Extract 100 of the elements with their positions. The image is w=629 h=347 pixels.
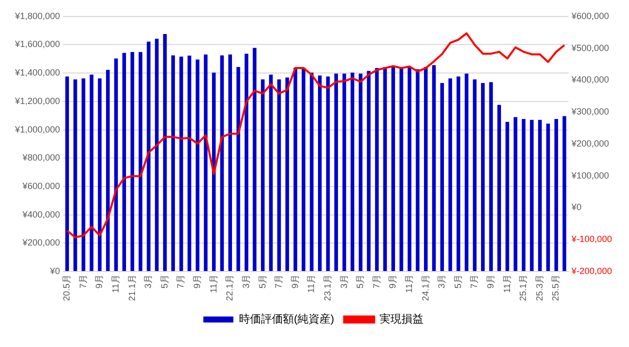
bar (440, 83, 444, 271)
bar (472, 79, 477, 271)
bar (554, 119, 558, 271)
bar (416, 69, 420, 271)
x-tick-label: 9月 (290, 274, 300, 288)
x-tick-label: 25.3月 (534, 274, 544, 302)
bar (82, 78, 86, 271)
y2-tick-label: ¥0 (570, 202, 582, 212)
bar (326, 76, 330, 271)
bar (424, 66, 428, 271)
x-tick-label: 7月 (274, 274, 284, 288)
x-tick-label: 24.1月 (420, 274, 430, 302)
y-tick-label: ¥0 (49, 266, 60, 276)
y2-tick-label: ¥100,000 (570, 170, 610, 180)
x-tick-label: 3月 (240, 274, 251, 288)
x-tick-label: 5月 (159, 274, 170, 288)
bar (464, 74, 468, 271)
bar (252, 48, 256, 271)
bar (530, 120, 534, 271)
bar (138, 52, 142, 271)
bar (334, 74, 338, 271)
x-tick-label: 9月 (388, 274, 398, 288)
bar (310, 72, 314, 271)
x-tick-label: 5月 (257, 274, 268, 288)
x-tick-label: 21.1月 (126, 274, 137, 302)
bar (342, 74, 346, 271)
x-tick-label: 11月 (110, 274, 121, 293)
bar (188, 56, 192, 271)
x-tick-label: 11月 (404, 274, 414, 293)
x-tick-label: 22.1月 (224, 274, 235, 302)
x-tick-label: 3月 (338, 274, 349, 288)
x-tick-label: 23.1月 (322, 274, 332, 302)
y-tick-label: ¥400,000 (21, 209, 60, 220)
y2-tick-label: ¥400,000 (570, 74, 610, 85)
bar (302, 68, 306, 271)
y-tick-label: ¥1,600,000 (14, 39, 60, 50)
y2-tick-label: ¥600,000 (570, 10, 610, 21)
x-tick-label: 7月 (469, 274, 480, 288)
x-tick-label: 7月 (78, 274, 88, 288)
y-tick-label: ¥1,000,000 (14, 124, 60, 134)
bar (514, 117, 518, 271)
bar (432, 65, 436, 271)
bar (130, 52, 134, 271)
bar (106, 70, 110, 271)
x-tick-label: 9月 (192, 274, 202, 288)
bar (171, 55, 175, 271)
bar (358, 74, 362, 271)
y2-tick-label: ¥-100,000 (570, 234, 612, 244)
bar (277, 79, 281, 271)
x-tick-label: 11月 (208, 274, 218, 293)
x-tick-label: 7月 (176, 274, 186, 288)
bar (65, 76, 69, 271)
bar (236, 66, 240, 271)
y-tick-label: ¥1,200,000 (14, 96, 60, 106)
bar (154, 38, 159, 271)
bar (90, 74, 94, 271)
y-tick-label: ¥1,400,000 (14, 68, 60, 78)
bar (481, 83, 485, 271)
x-tick-label: 11月 (502, 274, 512, 293)
x-tick-label: 20.5月 (62, 274, 72, 302)
y-tick-label: ¥200,000 (21, 238, 60, 248)
x-tick-label: 3月 (436, 274, 447, 288)
bar (546, 124, 550, 271)
bar (383, 66, 387, 271)
bar (260, 79, 265, 271)
bar (212, 72, 216, 271)
x-tick-label: 9月 (486, 274, 496, 288)
bar (489, 82, 493, 271)
bar (73, 79, 78, 271)
bar (294, 68, 298, 271)
bar (196, 59, 200, 271)
bar (122, 52, 126, 271)
x-tick-label: 7月 (371, 274, 382, 288)
x-tick-label: 9月 (94, 274, 104, 288)
x-tick-label: 25.5月 (550, 274, 561, 302)
y-tick-label: ¥600,000 (21, 180, 60, 191)
legend-label: 実現損益 (380, 312, 424, 326)
bar (375, 68, 379, 271)
legend-label: 時価評価額(純資産) (238, 312, 334, 326)
bar (114, 58, 118, 271)
y2-tick-label: ¥500,000 (570, 42, 610, 53)
bar (366, 70, 371, 271)
y-tick-label: ¥800,000 (21, 152, 60, 163)
x-tick-label: 5月 (355, 274, 366, 288)
bar (391, 66, 396, 271)
x-tick-label: 3月 (143, 274, 154, 288)
bar (204, 54, 208, 271)
bar (285, 77, 290, 271)
x-tick-label: 5月 (452, 274, 463, 288)
bar (269, 74, 273, 271)
bar (562, 116, 566, 271)
bar (163, 34, 167, 271)
bar (505, 122, 510, 271)
y2-tick-label: ¥200,000 (570, 138, 610, 148)
bar (98, 78, 102, 271)
x-tick-label: 25.1月 (518, 274, 528, 302)
bar (538, 120, 542, 271)
bar (244, 54, 248, 271)
bar (228, 54, 232, 271)
y-tick-label: ¥1,800,000 (14, 10, 60, 21)
